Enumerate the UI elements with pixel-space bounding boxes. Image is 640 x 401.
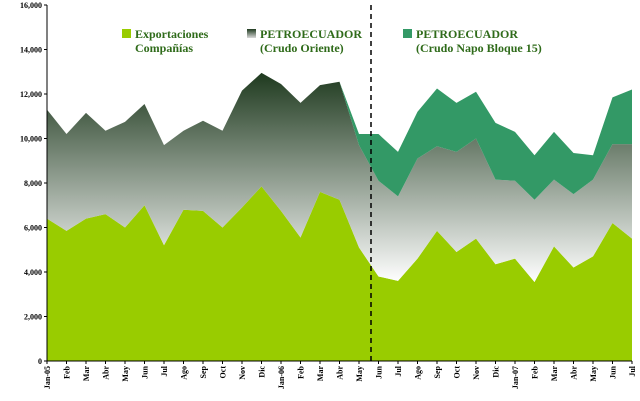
legend-label: Exportaciones Compañías xyxy=(135,27,209,55)
y-tick-label: 6,000 xyxy=(24,224,42,233)
y-tick-label: 16,000 xyxy=(20,1,42,10)
legend-marker xyxy=(247,29,256,38)
y-tick-label: 14,000 xyxy=(20,46,42,55)
x-tick-label: Abr xyxy=(570,366,579,380)
x-tick-label: Jan-06 xyxy=(277,366,286,389)
y-tick-label: 4,000 xyxy=(24,268,42,277)
x-tick-label: Jul xyxy=(160,365,169,376)
x-tick-label: Feb xyxy=(297,365,306,378)
x-tick-label: Jul xyxy=(394,365,403,376)
x-tick-label: Mar xyxy=(550,366,559,382)
x-tick-label: Jun xyxy=(141,365,150,378)
x-tick-label: Abr xyxy=(336,366,345,380)
x-tick-label: Jul xyxy=(628,365,637,376)
x-tick-label: Jan-05 xyxy=(43,366,52,389)
x-tick-label: Jun xyxy=(375,365,384,378)
area xyxy=(47,72,632,283)
x-tick-label: Ago xyxy=(180,366,189,380)
legend-marker xyxy=(122,29,131,38)
x-tick-label: Dic xyxy=(492,366,501,378)
x-tick-label: Ago xyxy=(414,366,423,380)
areas xyxy=(47,72,632,361)
area xyxy=(47,72,632,200)
x-tick-label: Jun xyxy=(609,365,618,378)
legend-label: PETROECUADOR (Crudo Napo Bloque 15) xyxy=(416,27,542,55)
y-tick-label: 12,000 xyxy=(20,90,42,99)
x-tick-label: Mar xyxy=(316,366,325,382)
area xyxy=(47,186,632,361)
y-tick-label: 0 xyxy=(38,357,42,366)
y-tick-label: 2,000 xyxy=(24,313,42,322)
x-tick-label: Jan-07 xyxy=(511,366,520,389)
legend-marker xyxy=(403,29,412,38)
y-tick-label: 8,000 xyxy=(24,179,42,188)
x-tick-label: Mar xyxy=(82,366,91,382)
x-tick-label: Dic xyxy=(258,366,267,378)
x-tick-label: May xyxy=(589,366,598,382)
x-tick-label: Abr xyxy=(102,366,111,380)
x-tick-label: Oct xyxy=(453,366,462,379)
x-tick-label: Sep xyxy=(433,365,442,378)
legend-label: PETROECUADOR (Crudo Oriente) xyxy=(260,27,362,55)
x-tick-label: Oct xyxy=(219,366,228,379)
y-tick-label: 10,000 xyxy=(20,135,42,144)
x-tick-label: Feb xyxy=(63,365,72,378)
x-tick-label: Feb xyxy=(531,365,540,378)
x-tick-label: Nov xyxy=(472,366,481,380)
x-tick-label: Nov xyxy=(238,366,247,380)
x-tick-label: Sep xyxy=(199,365,208,378)
x-tick-label: May xyxy=(355,366,364,382)
x-tick-label: May xyxy=(121,366,130,382)
